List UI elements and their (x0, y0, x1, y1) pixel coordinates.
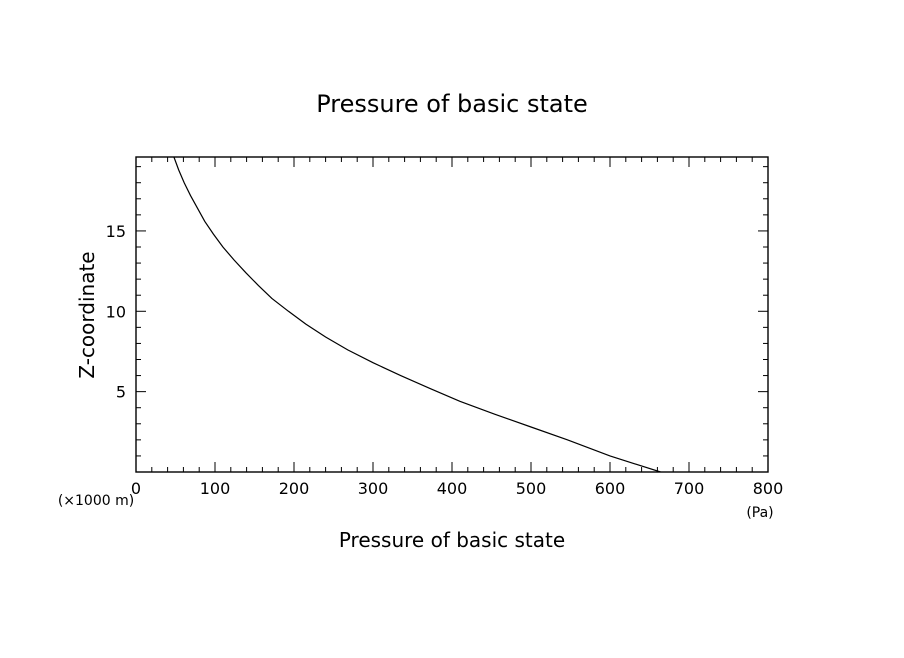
y-tick-label: 10 (106, 302, 126, 321)
x-tick-label: 500 (516, 479, 547, 498)
y-tick-label: 5 (116, 383, 126, 402)
pressure-profile-line (173, 157, 661, 472)
chart-title: Pressure of basic state (316, 90, 588, 118)
y-tick-label: 15 (106, 222, 126, 241)
x-tick-label: 700 (674, 479, 705, 498)
y-axis-unit: (×1000 m) (58, 493, 134, 509)
series-layer (173, 157, 661, 472)
x-tick-label: 0 (131, 479, 141, 498)
x-tick-label: 600 (595, 479, 626, 498)
x-axis-unit: (Pa) (746, 505, 773, 521)
x-tick-label: 100 (200, 479, 231, 498)
tick-label-layer: 0 100 200 300 400 500 600 700 800 5 10 15 (106, 222, 784, 498)
x-tick-label: 200 (279, 479, 310, 498)
y-axis-label: Z-coordinate (75, 251, 99, 378)
x-axis-label: Pressure of basic state (339, 528, 565, 552)
tick-layer (135, 157, 769, 472)
x-tick-label: 400 (437, 479, 468, 498)
x-tick-label: 800 (753, 479, 784, 498)
x-tick-label: 300 (358, 479, 389, 498)
